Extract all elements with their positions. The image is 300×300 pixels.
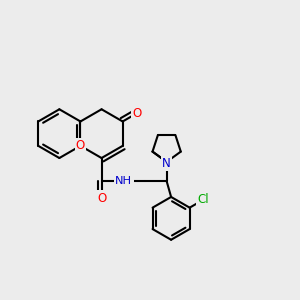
Text: N: N: [162, 157, 171, 170]
Text: O: O: [97, 192, 106, 205]
Text: Cl: Cl: [197, 194, 209, 206]
Text: O: O: [76, 139, 85, 152]
Text: O: O: [132, 107, 142, 120]
Text: NH: NH: [115, 176, 132, 186]
